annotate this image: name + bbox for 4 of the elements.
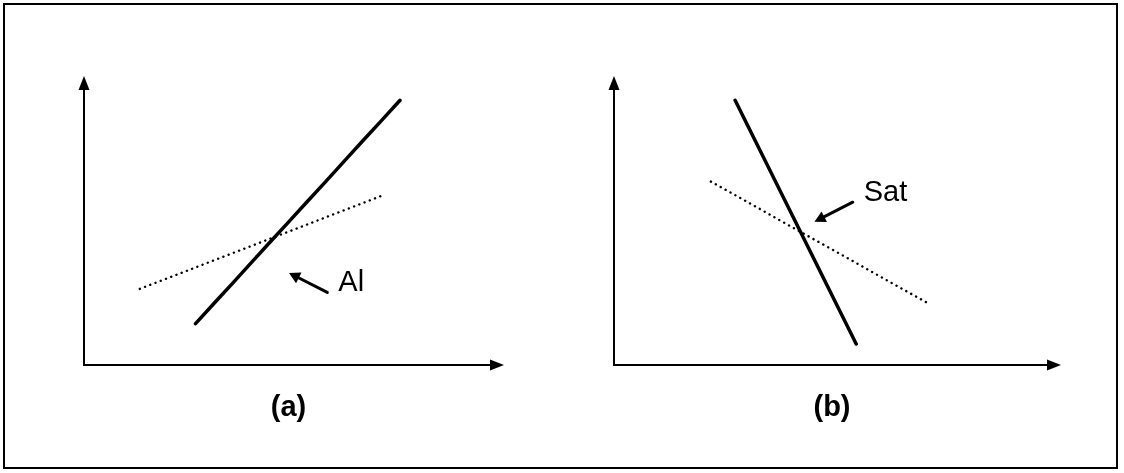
legend-label: Al <box>338 265 365 298</box>
x-axis-title: (a) <box>270 390 307 423</box>
x-axis-title: (b) <box>813 390 851 423</box>
legend-label: Sat <box>863 175 908 208</box>
